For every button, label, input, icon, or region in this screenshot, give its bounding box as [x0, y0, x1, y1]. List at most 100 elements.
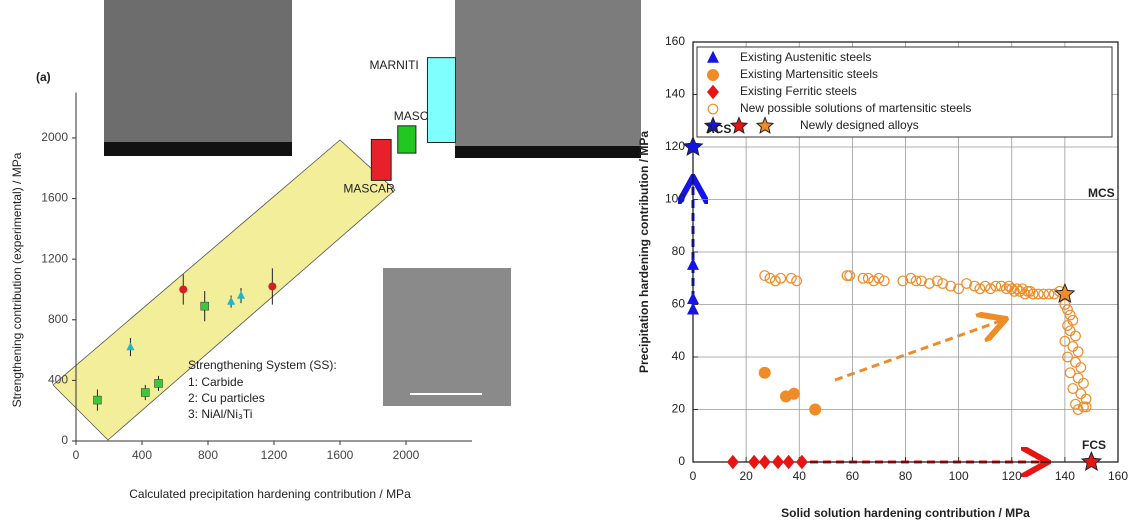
- marker: [707, 84, 719, 100]
- annotation: ACS: [706, 122, 731, 136]
- marker: [1032, 288, 1044, 300]
- x-tick-label: 40: [793, 469, 807, 483]
- marker: [785, 272, 797, 284]
- marker: [995, 280, 1007, 292]
- legend-label: Existing Martensitic steels: [740, 67, 878, 81]
- marker: [682, 135, 704, 156]
- series: [759, 270, 1092, 415]
- marker: [759, 270, 771, 282]
- marker: [775, 272, 787, 284]
- range-box: [397, 125, 417, 154]
- panel-a: 0 400 800 1200 1600 2000 0 400 800 1200 1600 2000 Ca…: [10, 0, 641, 501]
- marker: [237, 290, 245, 299]
- box-label: MASCU: [394, 109, 437, 123]
- x-axis-label: Solid solution hardening contribution / …: [781, 506, 1030, 520]
- marker: [916, 275, 927, 287]
- marker: [905, 272, 917, 284]
- marker: [758, 366, 771, 379]
- marker: [1054, 282, 1076, 303]
- marker: [1070, 356, 1081, 368]
- legend-label: Newly designed alloys: [800, 118, 919, 132]
- marker: [687, 257, 699, 270]
- marker: [1080, 393, 1092, 405]
- x-tick-label: 160: [1108, 469, 1128, 483]
- marker: [969, 280, 980, 292]
- marker: [1080, 401, 1092, 413]
- trend-arrow: [834, 320, 1003, 382]
- x-tick-label: 20: [739, 469, 753, 483]
- marker: [687, 292, 699, 305]
- marker: [910, 275, 922, 287]
- marker: [141, 388, 150, 397]
- marker: [787, 387, 800, 400]
- marker: [126, 342, 135, 351]
- series: [93, 290, 209, 411]
- marker: [1016, 283, 1028, 295]
- y-tick-label: 0: [61, 433, 68, 447]
- marker: [878, 275, 890, 287]
- y-tick-label: 80: [672, 244, 686, 258]
- marker: [945, 280, 957, 292]
- marker: [1072, 346, 1084, 358]
- y-tick-label: 100: [665, 192, 685, 206]
- box-label: MASCAR: [343, 182, 395, 196]
- y-tick-label: 140: [665, 87, 685, 101]
- micrograph: [104, 0, 292, 156]
- y-tick-label: 120: [665, 139, 685, 153]
- marker: [844, 270, 856, 282]
- marker: [1067, 341, 1079, 352]
- chart-title: (a): [36, 70, 51, 84]
- marker: [758, 454, 771, 470]
- marker: [1006, 283, 1018, 295]
- series: [758, 366, 822, 416]
- marker: [179, 285, 188, 294]
- legend: Strengthening System (SS): 1: Carbide 2: C…: [188, 358, 337, 421]
- marker: [1070, 330, 1081, 342]
- series: [687, 257, 699, 315]
- annotation: FCS: [1082, 438, 1106, 452]
- marker: [990, 280, 1002, 292]
- marker: [93, 395, 102, 405]
- y-tick-label: 2000: [41, 130, 68, 144]
- marker: [764, 272, 776, 284]
- legend-title: Strengthening System (SS):: [188, 358, 337, 372]
- y-axis-label: Precipitation hardening contribution / M…: [637, 131, 651, 373]
- marker: [1078, 401, 1089, 413]
- marker: [1001, 283, 1012, 295]
- micrograph: [383, 268, 511, 406]
- marker: [707, 69, 719, 81]
- legend-label: 3: NiAl/Ni₃Ti: [188, 407, 252, 421]
- legend: Existing Austenitic steels Existing Marte…: [696, 46, 1113, 138]
- marker: [707, 103, 719, 115]
- y-tick-label: 400: [48, 373, 68, 387]
- marker: [953, 283, 965, 295]
- y-tick-label: 160: [665, 34, 685, 48]
- marker: [1064, 367, 1076, 379]
- marker: [1038, 288, 1050, 300]
- marker: [1024, 285, 1036, 297]
- marker: [772, 454, 784, 470]
- marker: [1072, 372, 1084, 384]
- marker: [1067, 383, 1079, 394]
- marker: [791, 275, 802, 287]
- x-tick-label: 1200: [261, 448, 288, 462]
- marker: [227, 296, 236, 305]
- y-tick-label: 1600: [41, 191, 68, 205]
- y-tick-label: 0: [678, 454, 685, 468]
- series: [726, 454, 808, 470]
- marker: [1062, 351, 1073, 363]
- x-tick-label: 800: [198, 448, 218, 462]
- x-tick-label: 0: [73, 448, 80, 462]
- y-axis-label: Strengthening contribution (experimental…: [10, 152, 24, 407]
- legend-label: New possible solutions of martensitic st…: [740, 101, 971, 115]
- marker: [769, 275, 781, 287]
- marker: [985, 283, 996, 295]
- marker: [703, 116, 723, 134]
- panel-b: 0 20 40 60 80 100 120 140 160 0 20 40 60 80 100 120 140 1…: [637, 34, 1128, 520]
- marker: [1059, 299, 1071, 310]
- marker: [729, 116, 749, 134]
- range-box: [370, 138, 392, 181]
- y-tick-label: 800: [48, 312, 68, 326]
- x-tick-label: 1600: [327, 448, 354, 462]
- series: [682, 135, 1103, 471]
